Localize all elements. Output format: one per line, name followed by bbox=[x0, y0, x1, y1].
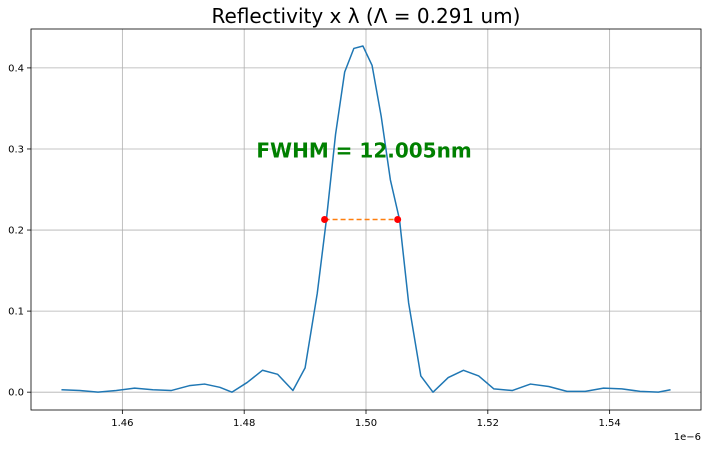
x-tick-label: 1.46 bbox=[111, 418, 133, 429]
x-tick-label: 1.50 bbox=[355, 418, 377, 429]
y-tick-label: 0.0 bbox=[8, 388, 24, 399]
x-offset-label: 1e−6 bbox=[674, 432, 701, 443]
fwhm-point-marker bbox=[394, 216, 402, 223]
reflectivity-line bbox=[61, 45, 671, 393]
x-tick-label: 1.48 bbox=[233, 418, 255, 429]
y-tick-label: 0.3 bbox=[8, 144, 24, 155]
fwhm-annotation: FWHM = 12.005nm bbox=[256, 139, 471, 163]
y-tick-label: 0.2 bbox=[8, 226, 24, 237]
fwhm-point-marker bbox=[321, 216, 329, 223]
x-tick-label: 1.54 bbox=[599, 418, 621, 429]
x-tick-label: 1.52 bbox=[477, 418, 499, 429]
y-tick-label: 0.4 bbox=[8, 63, 24, 74]
y-tick-label: 0.1 bbox=[8, 307, 24, 318]
chart-title: Reflectivity x λ (Λ = 0.291 um) bbox=[212, 4, 521, 28]
